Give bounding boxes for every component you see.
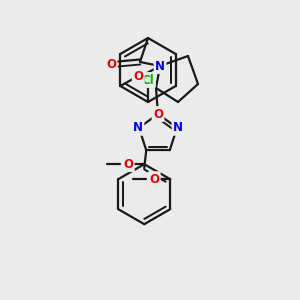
Text: O: O: [123, 158, 133, 171]
Text: N: N: [173, 121, 183, 134]
Text: O: O: [133, 70, 143, 83]
Text: N: N: [155, 59, 165, 73]
Text: O: O: [153, 107, 163, 121]
Text: Cl: Cl: [142, 74, 154, 86]
Text: N: N: [133, 121, 143, 134]
Text: O: O: [149, 173, 159, 186]
Text: O: O: [106, 58, 116, 70]
